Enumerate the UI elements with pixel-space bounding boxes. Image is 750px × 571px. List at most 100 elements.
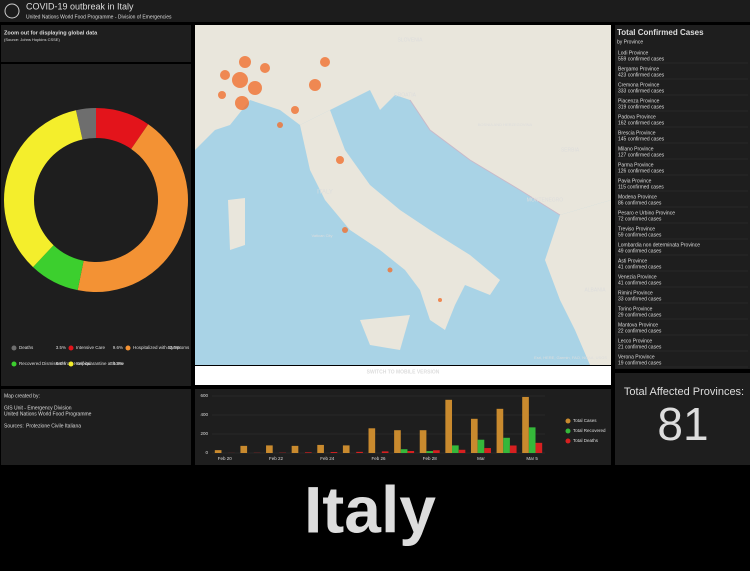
legend-swatch bbox=[565, 428, 571, 434]
province-name: Piacenza Province bbox=[618, 98, 660, 104]
bar bbox=[458, 449, 466, 453]
bar bbox=[407, 451, 415, 453]
map-label: CROATIA bbox=[394, 92, 417, 98]
legend-label: Intensive Care bbox=[76, 345, 106, 350]
bubble bbox=[387, 267, 393, 273]
province-name: Lombardia non determinata Province bbox=[618, 242, 700, 248]
legend-swatch bbox=[565, 418, 571, 424]
province-name: Asti Province bbox=[618, 258, 647, 264]
province-cases: 319 confirmed cases bbox=[618, 104, 665, 110]
cases-panel bbox=[615, 25, 750, 369]
bubble bbox=[277, 122, 283, 128]
province-name: Verona Province bbox=[618, 354, 655, 360]
x-tick-label: Mar bbox=[477, 456, 485, 461]
legend-label: Total Cases bbox=[573, 418, 597, 423]
province-name: Brescia Province bbox=[618, 130, 656, 136]
border bbox=[409, 99, 561, 216]
donut-segment bbox=[33, 245, 84, 291]
land-balkans-south bbox=[545, 200, 611, 365]
bar bbox=[477, 439, 485, 453]
land-sardinia bbox=[228, 198, 245, 250]
legend-label: Recovered Dismissed from Hospital bbox=[19, 361, 91, 366]
province-cases: 41 confirmed cases bbox=[618, 264, 662, 270]
donut-chart: Deaths 3.5% Intensive Care 9.6% Hospitalized… bbox=[4, 108, 190, 367]
legend-value: 9.6% bbox=[113, 345, 123, 350]
province-cases: 126 confirmed cases bbox=[618, 168, 665, 174]
map-label: SLOVENIA bbox=[397, 37, 423, 43]
bar bbox=[304, 452, 312, 453]
province-cases: 127 confirmed cases bbox=[618, 152, 665, 158]
x-tick-label: Mar 5 bbox=[526, 456, 538, 461]
bar bbox=[419, 430, 427, 453]
bar bbox=[240, 445, 248, 453]
province-name: Modena Province bbox=[618, 194, 657, 200]
bubble bbox=[438, 298, 442, 302]
province-name: Milano Province bbox=[618, 146, 654, 152]
bubble bbox=[309, 79, 321, 91]
province-name: Torino Province bbox=[618, 306, 653, 312]
land-sicily bbox=[360, 315, 410, 350]
legend-value: 34.5% bbox=[110, 361, 123, 366]
legend-label: Deaths bbox=[19, 345, 34, 350]
bubble bbox=[235, 96, 249, 110]
province-name: Parma Province bbox=[618, 162, 654, 168]
x-tick-label: Feb 20 bbox=[218, 456, 233, 461]
bar bbox=[503, 437, 510, 453]
bar bbox=[356, 451, 363, 453]
province-name: Treviso Province bbox=[618, 226, 655, 232]
bar bbox=[291, 445, 299, 453]
notice-panel bbox=[1, 25, 191, 62]
bar bbox=[426, 451, 434, 453]
bar bbox=[400, 449, 408, 453]
credits-title: Map created by: bbox=[4, 393, 40, 399]
cases-title: Total Confirmed Cases bbox=[617, 28, 704, 37]
bubble bbox=[342, 227, 348, 233]
header-bar bbox=[0, 0, 750, 22]
source-link[interactable]: Protezione Civile Italiana bbox=[26, 423, 81, 429]
bar bbox=[330, 452, 338, 453]
province-name: Bergamo Province bbox=[618, 66, 659, 72]
legend-label: Total Deaths bbox=[573, 438, 599, 443]
legend-swatch bbox=[125, 345, 131, 351]
province-cases: 33 confirmed cases bbox=[618, 296, 662, 302]
map-attribution: Esri, HERE, Garmin, FAO, NOAA, USGS bbox=[534, 355, 607, 360]
legend-value: 8.8% bbox=[56, 361, 66, 366]
bar bbox=[342, 445, 350, 453]
notice-title[interactable]: Zoom out for displaying global data bbox=[4, 30, 98, 36]
province-cases: 559 confirmed cases bbox=[618, 56, 665, 62]
bar bbox=[496, 408, 504, 453]
notice-source: (Source: Johns Hopkins CSSE) bbox=[4, 37, 60, 42]
province-cases: 72 confirmed cases bbox=[618, 216, 662, 222]
bar bbox=[394, 430, 401, 453]
donut-segment bbox=[75, 108, 96, 140]
province-cases: 86 confirmed cases bbox=[618, 200, 662, 206]
bar bbox=[528, 427, 536, 453]
province-name: Padova Province bbox=[618, 114, 656, 120]
y-tick-label: 600 bbox=[200, 393, 208, 398]
province-cases: 21 confirmed cases bbox=[618, 344, 662, 350]
map-label: SERBIA bbox=[561, 147, 580, 153]
land-north bbox=[195, 25, 611, 215]
map-label: ALBANIA bbox=[584, 287, 606, 293]
province-name: Rimini Province bbox=[618, 290, 653, 296]
map-label: MONTENEGRO bbox=[527, 197, 564, 203]
caption: Italy bbox=[304, 472, 436, 546]
bar bbox=[445, 399, 453, 453]
counter-panel bbox=[615, 373, 750, 465]
province-cases: 29 confirmed cases bbox=[618, 312, 662, 318]
donut-segment bbox=[4, 110, 83, 268]
bar-chart: 0 200 400 600 Feb 20 Feb 22 Feb 24 Feb 26 Feb 28… bbox=[200, 393, 606, 461]
legend-label: Self-quarantine at home bbox=[76, 361, 125, 366]
province-cases: 162 confirmed cases bbox=[618, 120, 665, 126]
mobile-button-label[interactable]: SWITCH TO MOBILE VERSION bbox=[367, 369, 440, 375]
mobile-button[interactable] bbox=[195, 366, 611, 385]
map-label: ITALY bbox=[317, 190, 333, 196]
province-cases: 115 confirmed cases bbox=[618, 184, 664, 190]
legend-value: 3.5% bbox=[56, 345, 66, 350]
legend-swatch bbox=[11, 361, 17, 367]
legend-label: Total Recovered bbox=[573, 428, 606, 433]
header-title: COVID-19 outbreak in Italy bbox=[26, 1, 134, 11]
map-label: Vatican City bbox=[311, 233, 332, 238]
